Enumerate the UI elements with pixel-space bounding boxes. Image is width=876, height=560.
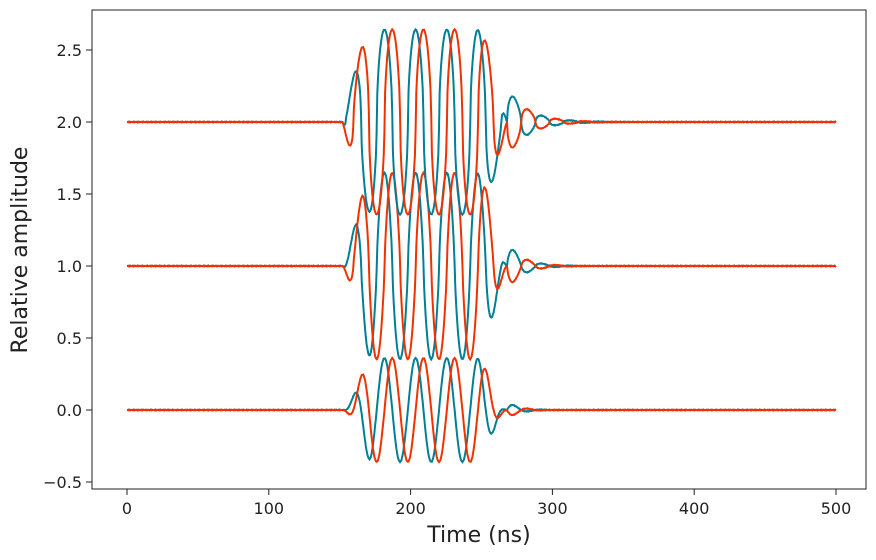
x-tick-label: 0 bbox=[122, 499, 132, 518]
y-axis-label: Relative amplitude bbox=[8, 147, 33, 354]
plot-frame bbox=[91, 9, 867, 490]
x-tick-label: 100 bbox=[254, 499, 285, 518]
y-tick-label: 0.5 bbox=[57, 329, 82, 348]
y-tick-label: 1.0 bbox=[57, 257, 82, 276]
y-tick-label: 1.5 bbox=[57, 185, 82, 204]
y-tick-label: 0.0 bbox=[57, 401, 82, 420]
x-tick-label: 500 bbox=[821, 499, 852, 518]
y-tick-label: 2.0 bbox=[57, 113, 82, 132]
y-tick-label: −0.5 bbox=[43, 473, 82, 492]
x-axis-label: Time (ns) bbox=[426, 523, 530, 548]
series-trace-1-Q bbox=[126, 170, 837, 362]
x-axis: 0 100 200 300 400 500 bbox=[122, 489, 851, 518]
y-tick-label: 2.5 bbox=[57, 41, 82, 60]
x-tick-label: 400 bbox=[679, 499, 710, 518]
y-axis: −0.5 0.0 0.5 1.0 1.5 2.0 2.5 bbox=[43, 41, 92, 492]
series-layer bbox=[126, 27, 837, 464]
x-tick-label: 300 bbox=[537, 499, 568, 518]
series-trace-2-Q bbox=[127, 27, 837, 216]
x-tick-label: 200 bbox=[395, 499, 426, 518]
series-trace-0-Q bbox=[126, 356, 837, 464]
